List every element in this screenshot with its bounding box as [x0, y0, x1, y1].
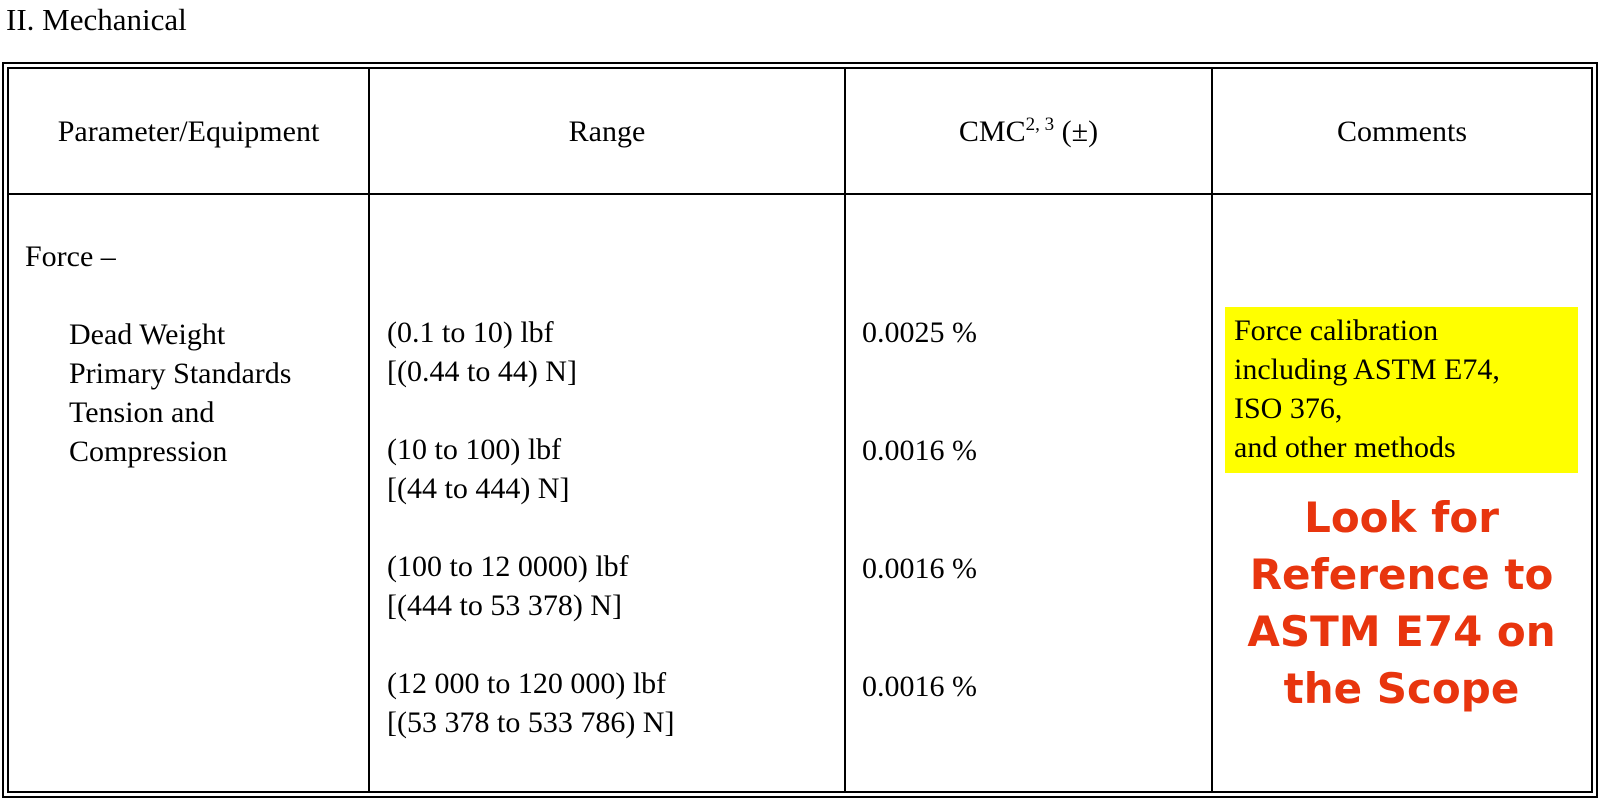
header-comments: Comments [1213, 69, 1591, 195]
cmc-value: 0.0016 % [862, 670, 977, 703]
callout-line: the Scope [1283, 664, 1520, 713]
table-body-row: Force – Dead Weight Primary Standards Te… [9, 195, 1591, 791]
header-cmc-footnote-refs: 2, 3 [1025, 113, 1055, 135]
range-group: (10 to 100) lbf [(44 to 444) N] [387, 430, 838, 508]
range-si: [(53 378 to 533 786) N] [387, 706, 675, 739]
range-group: (0.1 to 10) lbf [(0.44 to 44) N] [387, 313, 838, 391]
parameter-line: Compression [69, 435, 228, 468]
range-lbf: (0.1 to 10) lbf [387, 316, 554, 349]
range-lbf: (10 to 100) lbf [387, 433, 562, 466]
callout-line: ASTM E74 on [1247, 607, 1556, 656]
calibration-scope-table: Parameter/Equipment Range CMC2, 3 (±) Co… [2, 62, 1598, 798]
comment-line: ISO 376, [1234, 392, 1343, 425]
section-title: II. Mechanical [6, 2, 187, 37]
parameter-line: Dead Weight [69, 318, 226, 351]
comment-highlighted-text: Force calibration including ASTM E74, IS… [1225, 307, 1578, 473]
range-group: (12 000 to 120 000) lbf [(53 378 to 533 … [387, 664, 838, 742]
comment-line: including ASTM E74, [1234, 353, 1500, 386]
range-si: [(0.44 to 44) N] [387, 355, 577, 388]
astm-reference-callout: Look for Reference to ASTM E74 on the Sc… [1225, 489, 1578, 717]
parameter-cell: Force – Dead Weight Primary Standards Te… [9, 195, 370, 791]
range-lbf: (100 to 12 0000) lbf [387, 550, 629, 583]
comment-line: Force calibration [1234, 314, 1439, 347]
range-group: (100 to 12 0000) lbf [(444 to 53 378) N] [387, 547, 838, 625]
range-si: [(444 to 53 378) N] [387, 589, 622, 622]
parameter-item-list: Dead Weight Primary Standards Tension an… [69, 315, 360, 471]
callout-line: Look for [1304, 493, 1499, 542]
parameter-group-label: Force – [25, 240, 116, 273]
range-si: [(44 to 444) N] [387, 472, 570, 505]
header-range: Range [370, 69, 846, 195]
cmc-value: 0.0016 % [862, 552, 977, 585]
parameter-line: Tension and [69, 396, 215, 429]
header-parameter-equipment: Parameter/Equipment [9, 69, 370, 195]
cmc-value: 0.0025 % [862, 316, 977, 349]
cmc-cell: 0.0025 % 0.0016 % 0.0016 % 0.0016 % [846, 195, 1213, 791]
table-header-row: Parameter/Equipment Range CMC2, 3 (±) Co… [9, 69, 1591, 195]
range-cell: (0.1 to 10) lbf [(0.44 to 44) N] (10 to … [370, 195, 846, 791]
comment-line: and other methods [1234, 431, 1456, 464]
header-cmc: CMC2, 3 (±) [846, 69, 1213, 195]
range-lbf: (12 000 to 120 000) lbf [387, 667, 667, 700]
comments-cell: Force calibration including ASTM E74, IS… [1213, 195, 1591, 791]
parameter-line: Primary Standards [69, 357, 292, 390]
callout-line: Reference to [1249, 550, 1554, 599]
header-cmc-base: CMC [958, 114, 1026, 148]
header-cmc-plusminus: (±) [1054, 114, 1099, 148]
cmc-value: 0.0016 % [862, 434, 977, 467]
